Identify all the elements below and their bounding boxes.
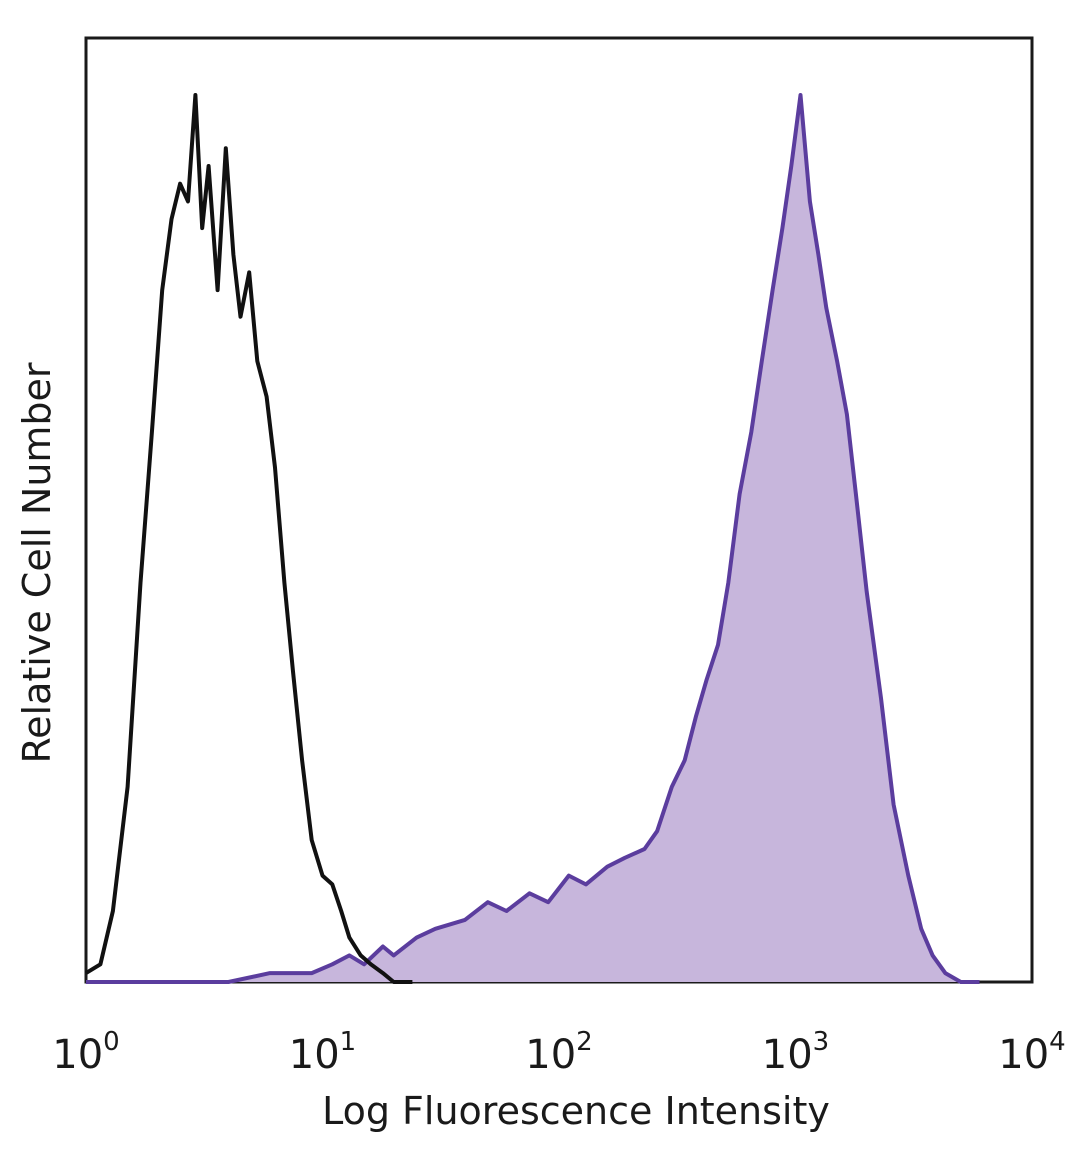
x-axis-title: Log Fluorescence Intensity xyxy=(322,1089,830,1133)
x-tick-label-1: 101 xyxy=(289,1027,356,1078)
x-tick-layer: 100 101 102 103 104 xyxy=(52,1027,1065,1078)
x-tick-label-2: 102 xyxy=(525,1027,592,1078)
x-tick-label-0: 100 xyxy=(52,1027,119,1078)
y-axis-title: Relative Cell Number xyxy=(15,362,59,763)
x-tick-label-3: 103 xyxy=(762,1027,829,1078)
series-0-line xyxy=(84,93,413,984)
series-1-line xyxy=(86,93,980,984)
series-1-fill xyxy=(86,95,980,982)
series-layer xyxy=(84,93,980,984)
x-tick-label-4: 104 xyxy=(998,1027,1065,1078)
